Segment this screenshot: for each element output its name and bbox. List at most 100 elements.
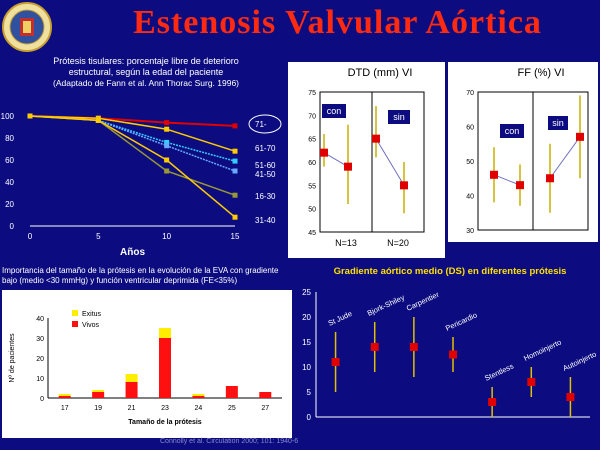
y-tick-label: 20 bbox=[5, 200, 14, 209]
y-tick-label: 55 bbox=[308, 183, 316, 190]
x-tick-label: 10 bbox=[162, 232, 171, 241]
series-label: 41-50 bbox=[255, 170, 276, 179]
series-line bbox=[29, 115, 236, 218]
panel2-caption: Importancia del tamaño de la prótesis en… bbox=[2, 266, 279, 285]
series-label: 16-30 bbox=[255, 192, 276, 201]
bar-segment bbox=[192, 394, 205, 396]
data-point bbox=[546, 174, 554, 183]
bar-segment bbox=[159, 328, 171, 338]
group-label: sin bbox=[393, 112, 405, 122]
x-tick-label: 19 bbox=[94, 405, 102, 412]
legend-swatch bbox=[72, 310, 78, 316]
series-label: 31-40 bbox=[255, 216, 276, 225]
x-tick-label: 0 bbox=[28, 232, 33, 241]
university-seal-logo bbox=[2, 2, 52, 52]
legend-label: Vivos bbox=[82, 322, 99, 329]
data-point bbox=[164, 126, 170, 132]
x-tick-label: 15 bbox=[231, 232, 240, 241]
data-point bbox=[232, 148, 238, 154]
category-label: Pericardio bbox=[444, 310, 478, 332]
x-tick-label: 27 bbox=[261, 405, 269, 412]
data-point bbox=[232, 192, 238, 198]
data-point bbox=[164, 139, 170, 145]
y-tick-label: 40 bbox=[5, 178, 14, 187]
series-line bbox=[29, 115, 236, 162]
data-point bbox=[232, 123, 238, 129]
data-point bbox=[344, 162, 352, 171]
data-point bbox=[409, 343, 418, 351]
slide-title: Estenosis Valvular Aórtica bbox=[133, 4, 542, 41]
series-label: 71- bbox=[255, 120, 267, 129]
y-tick-label: 40 bbox=[466, 194, 474, 201]
chart-title: FF (%) VI bbox=[517, 67, 564, 79]
series-line bbox=[29, 115, 236, 196]
y-tick-label: 75 bbox=[308, 90, 316, 97]
y-tick-label: 60 bbox=[466, 125, 474, 132]
x-axis-label: Años bbox=[120, 247, 145, 258]
y-axis-label: Nº de pacientes bbox=[9, 333, 16, 383]
bar-segment bbox=[259, 392, 272, 398]
category-label: Autoinjerto bbox=[561, 350, 597, 373]
data-point bbox=[490, 170, 498, 179]
data-point bbox=[164, 168, 170, 174]
category-label: St Jude bbox=[327, 309, 354, 328]
x-tick-label: 25 bbox=[228, 405, 236, 412]
category-label: Stentless bbox=[483, 362, 515, 383]
y-tick-label: 70 bbox=[466, 90, 474, 97]
data-point bbox=[527, 378, 536, 386]
panel1-caption-line2: estructural, según la edad del paciente bbox=[68, 67, 224, 77]
series-label: 61-70 bbox=[255, 144, 276, 153]
group-label: con bbox=[505, 126, 520, 136]
data-point bbox=[164, 120, 170, 126]
data-point bbox=[449, 350, 457, 359]
category-label: Homoinjerto bbox=[522, 338, 562, 363]
gradient-error-chart: 0 5 10 15 20 25 St Jude Bjork-Shiley CarpentierP… bbox=[302, 288, 598, 422]
y-tick-label: 10 bbox=[302, 363, 311, 372]
y-tick-label: 65 bbox=[308, 137, 316, 144]
series-line bbox=[29, 115, 236, 152]
panel2-bg bbox=[2, 290, 292, 438]
group-box bbox=[388, 110, 410, 124]
data-point bbox=[516, 181, 524, 190]
x-tick-label: 5 bbox=[96, 232, 101, 241]
data-point bbox=[164, 143, 170, 149]
y-tick-label: 60 bbox=[308, 160, 316, 167]
group-box bbox=[500, 124, 524, 138]
data-point bbox=[95, 117, 101, 123]
y-tick-label: 10 bbox=[36, 376, 44, 383]
panel1-caption-line1: Prótesis tisulares: porcentaje libre de … bbox=[53, 56, 239, 66]
group-box bbox=[322, 104, 346, 118]
y-tick-label: 70 bbox=[308, 113, 316, 120]
y-tick-label: 20 bbox=[36, 356, 44, 363]
data-point bbox=[370, 343, 379, 351]
y-tick-label: 50 bbox=[466, 159, 474, 166]
durability-line-chart: 0 20 40 60 80 100 0 5 10 15 Años 71- 61-70 51-6041-50… bbox=[1, 112, 282, 258]
y-tick-label: 40 bbox=[36, 316, 44, 323]
x-tick-label: 17 bbox=[61, 405, 69, 412]
data-point bbox=[164, 157, 170, 163]
y-tick-label: 60 bbox=[5, 156, 14, 165]
data-point bbox=[232, 168, 238, 174]
y-tick-label: 25 bbox=[302, 288, 311, 297]
y-tick-label: 30 bbox=[466, 228, 474, 235]
bar-segment bbox=[92, 392, 105, 398]
panel1-source: (Adaptado de Fann et al. Ann Thorac Surg… bbox=[52, 78, 240, 88]
x-tick-label: 24 bbox=[195, 405, 203, 412]
connector-line bbox=[375, 138, 405, 186]
data-point bbox=[400, 181, 408, 190]
data-point bbox=[372, 134, 380, 143]
legend-swatch bbox=[72, 321, 78, 327]
y-tick-label: 5 bbox=[307, 388, 312, 397]
x-tick-label: 23 bbox=[161, 405, 169, 412]
bar-segment bbox=[125, 382, 138, 398]
bar-segment bbox=[125, 374, 138, 382]
prosthesis-size-bar-chart: 0 10 20 30 40 Nº de pacientes 17 19 21 23 24 25 27 Ta… bbox=[9, 310, 282, 426]
data-point bbox=[566, 393, 575, 401]
y-tick-label: 15 bbox=[302, 338, 311, 347]
data-point bbox=[576, 132, 584, 141]
dtd-error-chart: DTD (mm) VI 45 50 55 60 65 70 75 con sin N=13 N=20 bbox=[308, 67, 425, 248]
bar-segment bbox=[225, 386, 238, 398]
group-label: con bbox=[327, 106, 342, 116]
highlight-ellipse bbox=[248, 114, 282, 134]
bar-segment bbox=[58, 396, 71, 398]
